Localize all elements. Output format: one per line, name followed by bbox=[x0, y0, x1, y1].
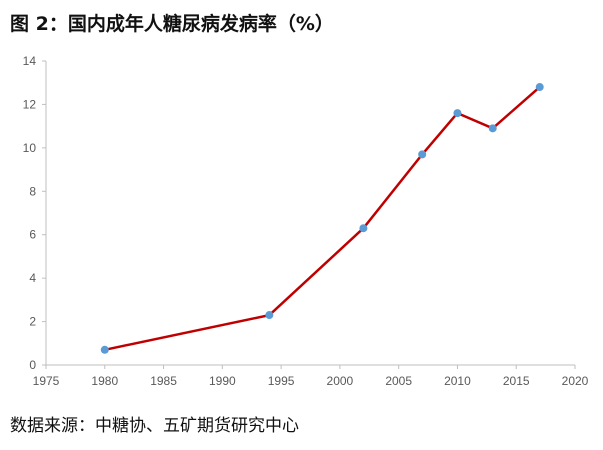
data-point bbox=[535, 83, 544, 92]
y-tick-label: 14 bbox=[23, 54, 37, 68]
figure-title: 图 2：国内成年人糖尿病发病率（%） bbox=[10, 13, 334, 35]
data-point bbox=[359, 224, 368, 233]
x-tick-label: 1985 bbox=[150, 374, 177, 388]
y-tick-label: 12 bbox=[23, 97, 37, 111]
x-tick-label: 2000 bbox=[327, 374, 354, 388]
source-note: 数据来源：中糖协、五矿期货研究中心 bbox=[10, 416, 299, 436]
y-tick-label: 0 bbox=[29, 358, 36, 372]
y-tick-label: 6 bbox=[29, 228, 36, 242]
series-line bbox=[104, 86, 541, 352]
series-layer bbox=[100, 83, 544, 354]
y-tick-label: 2 bbox=[29, 315, 36, 329]
data-point bbox=[418, 150, 427, 159]
x-tick-label: 2020 bbox=[562, 374, 589, 388]
y-axis-ticks: 0 2 4 6 8 10 12 14 bbox=[23, 54, 46, 372]
x-tick-label: 2005 bbox=[385, 374, 412, 388]
y-tick-label: 10 bbox=[23, 141, 37, 155]
y-tick-label: 8 bbox=[29, 184, 36, 198]
x-tick-label: 2015 bbox=[503, 374, 530, 388]
data-point bbox=[453, 109, 462, 118]
x-tick-label: 1990 bbox=[209, 374, 236, 388]
x-tick-label: 1980 bbox=[91, 374, 118, 388]
x-tick-label: 1995 bbox=[268, 374, 295, 388]
x-axis-ticks: 1975 1980 1985 1990 1995 2000 2005 2010 2015 2020 bbox=[33, 365, 589, 388]
data-point bbox=[488, 124, 497, 133]
x-tick-label: 1975 bbox=[33, 374, 60, 388]
data-point bbox=[265, 311, 274, 320]
y-tick-label: 4 bbox=[29, 271, 36, 285]
data-point bbox=[100, 345, 109, 354]
x-tick-label: 2010 bbox=[444, 374, 471, 388]
